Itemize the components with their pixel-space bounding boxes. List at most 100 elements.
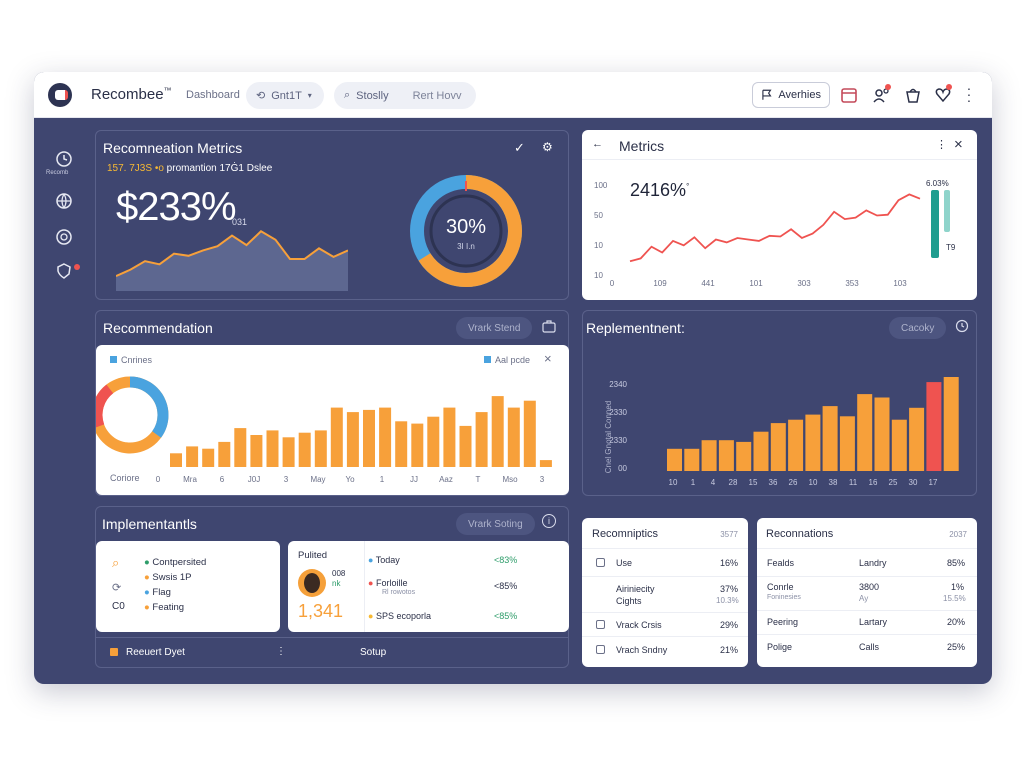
rep-bar	[943, 377, 959, 471]
donut-left-label: Coriore	[110, 473, 140, 483]
globe-icon[interactable]	[55, 192, 73, 210]
table-a-checkbox[interactable]	[596, 558, 605, 567]
rep-bar	[667, 448, 682, 471]
rec-bar	[250, 435, 263, 467]
archives-button[interactable]: Averhies	[752, 82, 830, 108]
replenishment-chip[interactable]: Cacoky	[889, 317, 947, 339]
replenishment-title: Replementnent:	[586, 320, 685, 336]
rep-bar	[736, 441, 752, 471]
rep-bar	[857, 394, 873, 471]
close-icon[interactable]: ×	[954, 136, 963, 153]
callout-label: T9	[946, 243, 956, 252]
table-a-checkbox[interactable]	[596, 645, 605, 654]
check-icon[interactable]: ✓	[514, 140, 525, 155]
today-row[interactable]: ● Today	[368, 555, 400, 565]
rec-x-tick: Yo	[345, 475, 355, 484]
list-item[interactable]: ● Feating	[144, 602, 185, 613]
rec-x-tick: Mra	[183, 475, 197, 484]
item2-row[interactable]: ● Forloille	[368, 578, 408, 588]
table-a-row-subvalue: 10.3%	[716, 596, 739, 605]
item3-value: <85%	[494, 611, 518, 621]
metrics-big-suffix: 031	[232, 217, 248, 227]
rec-bar	[395, 421, 408, 467]
rec-bar	[234, 428, 247, 467]
side-label: C0	[112, 601, 125, 612]
list-item[interactable]: ● Contpersited	[144, 557, 207, 568]
search-icon[interactable]: ⌕	[112, 555, 120, 570]
legend-close-icon[interactable]: ×	[544, 351, 552, 366]
sidebar-item-label: Recomb	[46, 170, 69, 176]
target-icon[interactable]	[55, 228, 73, 246]
nav-dashboard-link[interactable]: Dashboard	[186, 89, 240, 101]
table-b-row-mid: 3800	[859, 582, 880, 592]
rep-x-tick: 36	[769, 478, 778, 487]
card-more-icon[interactable]: ⋮	[936, 139, 947, 151]
rep-y-tick: 2340	[609, 380, 627, 389]
footer-more-icon[interactable]: ⋮	[276, 646, 286, 657]
item3-row[interactable]: ● SPS ecoporla	[368, 611, 431, 621]
briefcase-icon[interactable]	[542, 319, 556, 333]
list-item[interactable]: ● Swsis 1P	[144, 572, 192, 583]
metrics-panel-title: Recomneation Metrics	[103, 140, 243, 156]
x-tick-label: 103	[893, 279, 907, 288]
legend-swatch-blue	[110, 356, 117, 363]
rep-x-tick: 16	[869, 478, 878, 487]
rep-x-tick: 10	[669, 478, 678, 487]
settings-icon[interactable]: ⚙	[542, 140, 553, 154]
rec-bar	[459, 425, 472, 467]
refresh-icon[interactable]: ⟳	[112, 582, 122, 594]
rep-bar	[753, 431, 769, 471]
heart-icon[interactable]	[934, 86, 952, 104]
x-tick-label: 441	[701, 279, 715, 288]
footer-label: Reeuert Dyet	[126, 647, 185, 658]
workspace-select[interactable]: ⟲ Gnt1T ▾	[246, 82, 324, 109]
x-tick-label: 353	[845, 279, 859, 288]
rec-bar	[523, 400, 536, 467]
table-b-row-label: Fealds	[767, 558, 795, 568]
metrics-card: ← Metrics ⋮ × 2416%° 100 50 10 10 0 109 441 101…	[582, 130, 977, 300]
table-b-row-value: 25%	[947, 642, 966, 652]
sidebar-alert-badge	[74, 264, 80, 270]
bag-icon[interactable]	[904, 86, 922, 104]
donut-label: 3I I.n	[457, 242, 475, 251]
history-icon[interactable]	[955, 319, 969, 333]
recommendations-table-a: Recomniptics 3577 Use 16% Airiniecity Ci…	[582, 518, 748, 667]
recommendation-chip[interactable]: Vrark Stend	[456, 317, 533, 339]
info-icon[interactable]: i	[542, 514, 556, 528]
shield-icon[interactable]	[55, 262, 73, 280]
rec-x-tick: 0	[156, 475, 161, 484]
legend-swatch-blue-2	[484, 356, 491, 363]
replenishment-bar-chart: 2340 2330 2330 00 Cnel Gnotal Conned 10 1 4 28 15…	[604, 377, 959, 487]
rep-bar	[718, 440, 734, 471]
table-a-checkbox[interactable]	[596, 620, 605, 629]
rep-x-tick: 28	[729, 478, 738, 487]
table-b-row-label: Conrle	[767, 582, 794, 592]
rec-x-tick: T	[476, 475, 481, 484]
table-a-row-label: Airiniecity	[616, 584, 655, 594]
rep-bar	[926, 382, 942, 471]
back-arrow-icon[interactable]: ←	[592, 138, 603, 150]
y-tick-label: 10	[594, 271, 603, 280]
metric-line	[629, 193, 921, 263]
clock-icon[interactable]	[55, 150, 73, 168]
list-item[interactable]: ● Flag	[144, 587, 171, 598]
implementation-panel: Implementantls Vrark Soting i ⌕ ⟳ C0 ● C…	[95, 506, 569, 668]
archives-label: Averhies	[778, 89, 821, 101]
area-fill	[116, 231, 348, 291]
calendar-icon[interactable]	[840, 86, 858, 104]
search-bar[interactable]: ⌕ Stoslly Rert Hovv	[334, 82, 476, 109]
rep-bar	[805, 414, 821, 471]
rep-x-tick: 10	[809, 478, 818, 487]
footer-action[interactable]: Sotup	[360, 647, 387, 658]
rec-bar	[266, 430, 279, 467]
table-b-row-label: Peering	[767, 617, 799, 627]
rec-bar	[539, 460, 552, 467]
dashboard-window: Recombee™ Dashboard ⟲ Gnt1T ▾ ⌕ Stoslly …	[34, 72, 992, 684]
table-a-row-label: Vrack Crsis	[616, 620, 662, 630]
rec-bar	[379, 407, 392, 467]
metrics-big-value: $233%	[116, 185, 237, 229]
metrics-subtitle: 157. 7J3S •o promantion 17Ġ1 Dslee	[107, 163, 273, 174]
more-menu-icon[interactable]: · · ·	[966, 80, 972, 108]
implementation-chip[interactable]: Vrark Soting	[456, 513, 535, 535]
